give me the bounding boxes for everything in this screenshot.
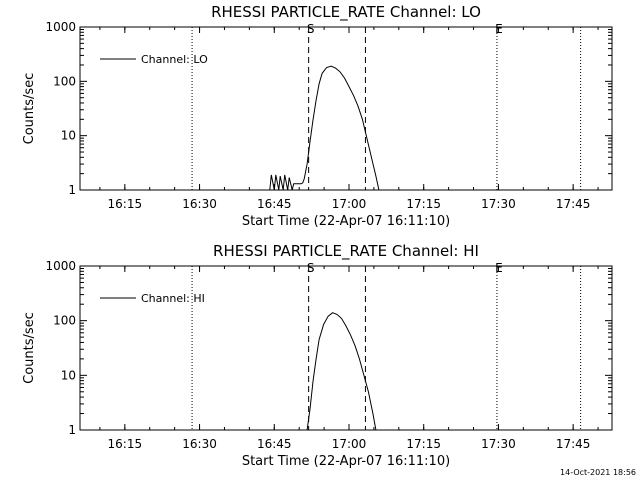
x-tick-label: 17:00 [332,197,367,211]
series-line [265,65,380,191]
y-axis-label: Counts/sec [22,312,37,384]
x-tick-label: 17:15 [406,437,441,451]
x-tick-label: 17:45 [556,197,591,211]
vline-label-e: E [495,22,503,36]
y-tick-label: 1 [68,423,76,437]
chart-title: RHESSI PARTICLE_RATE Channel: HI [213,242,479,261]
y-tick-label: 10 [61,368,76,382]
chart-title: RHESSI PARTICLE_RATE Channel: LO [211,3,481,22]
x-tick-label: 17:15 [406,197,441,211]
x-tick-label: 16:15 [108,437,143,451]
footer-timestamp: 14-Oct-2021 18:56 [560,468,636,477]
panel-hi: RHESSI PARTICLE_RATE Channel: HI Start T… [22,242,613,469]
series-line [306,312,377,431]
x-tick-label: 16:15 [108,197,143,211]
legend-entry: Channel: LO [141,53,208,66]
y-tick-label: 100 [53,314,76,328]
vline-label-s: S [307,22,315,36]
x-tick-label: 16:45 [257,437,292,451]
vline-label-s: S [307,261,315,275]
y-tick-label: 10 [61,129,76,143]
x-tick-label: 16:30 [182,197,217,211]
x-tick-label: 16:30 [182,437,217,451]
x-tick-label: 17:45 [556,437,591,451]
x-tick-label: 17:30 [481,437,516,451]
panel-lo: RHESSI PARTICLE_RATE Channel: LO Start T… [22,3,613,229]
x-tick-label: 17:30 [481,197,516,211]
plot-frame [79,26,613,191]
x-axis-label: Start Time (22-Apr-07 16:11:10) [242,454,450,469]
vline-label-e: E [495,261,503,275]
x-axis-label: Start Time (22-Apr-07 16:11:10) [242,214,450,229]
plot-frame [79,265,613,431]
y-tick-label: 100 [53,74,76,88]
y-axis-label: Counts/sec [22,73,37,145]
x-tick-label: 17:00 [332,437,367,451]
legend-entry: Channel: HI [141,292,205,305]
x-tick-label: 16:45 [257,197,292,211]
y-tick-label: 1000 [45,20,76,34]
y-tick-label: 1 [68,183,76,197]
y-tick-label: 1000 [45,259,76,273]
